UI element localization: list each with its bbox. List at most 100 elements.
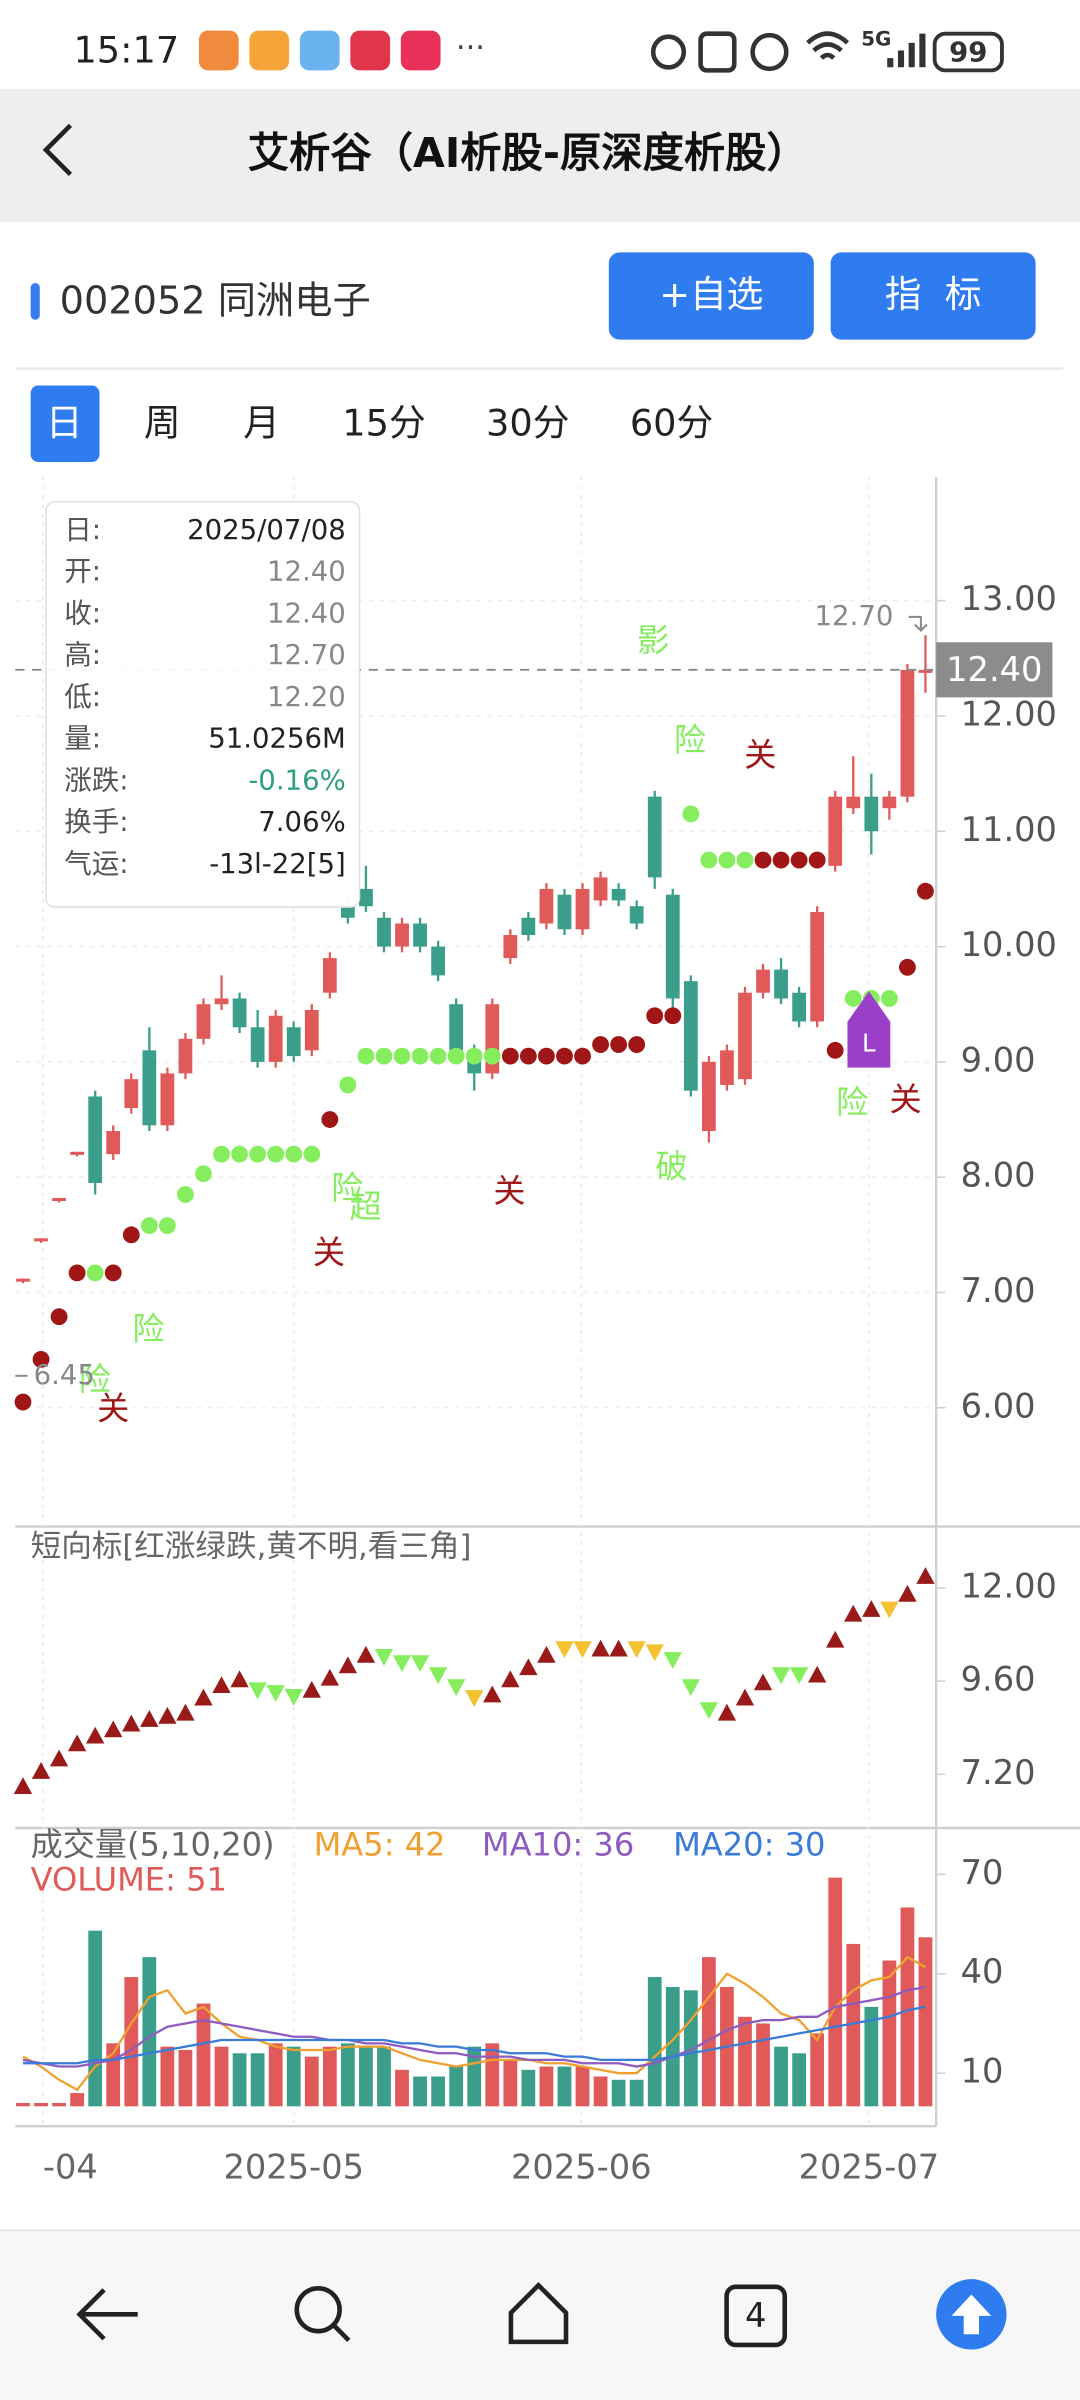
period-tab[interactable]: 60分 <box>630 402 713 445</box>
ma-line <box>22 1985 926 2068</box>
legend-label: MA5: 42 <box>314 1825 446 1863</box>
y-tick-label: 12.00 <box>961 694 1057 733</box>
signal-dot <box>646 1007 664 1025</box>
volume-bar <box>322 2046 337 2107</box>
trend-triangle <box>446 1679 466 1697</box>
y-tick-label: 70 <box>961 1853 1004 1892</box>
candle-body <box>629 906 644 924</box>
signal-dot <box>267 1145 285 1163</box>
signal-label: 险 <box>79 1360 111 1398</box>
trend-triangle <box>13 1777 33 1795</box>
wifi-icon <box>806 31 850 60</box>
candle-body <box>665 894 680 999</box>
signal-dot <box>122 1226 140 1244</box>
info-label: 低: <box>64 681 101 713</box>
info-label: 涨跌: <box>64 764 128 796</box>
signal-dot <box>826 1041 844 1059</box>
candle-body <box>232 998 247 1028</box>
signal-dot <box>899 958 916 976</box>
volume-bar <box>34 2102 48 2107</box>
signal-label: 险 <box>132 1310 164 1348</box>
info-value: 51.0256M <box>208 723 346 755</box>
battery-icon <box>932 31 1004 73</box>
period-tab[interactable]: 月 <box>243 402 280 445</box>
trend-triangle <box>320 1668 340 1686</box>
signal-dot <box>465 1047 483 1065</box>
app-icon <box>400 30 441 71</box>
volume-bar <box>268 2043 283 2107</box>
volume-bar <box>52 2102 66 2107</box>
y-tick-label: 6.00 <box>961 1386 1036 1425</box>
trend-triangle <box>31 1762 51 1779</box>
signal-dot <box>447 1047 465 1065</box>
candle-body <box>449 1004 464 1051</box>
signal-dot <box>718 851 736 869</box>
candle-body <box>557 894 572 930</box>
add-watchlist-label[interactable]: +自选 <box>659 273 763 316</box>
x-tick-label: 2025-07 <box>799 2148 940 2187</box>
trend-triangle <box>916 1567 935 1584</box>
x-tick-label: 2025-05 <box>223 2148 364 2187</box>
signal-dot <box>917 882 934 900</box>
volume-bar <box>918 1937 933 2107</box>
candle-body <box>250 1027 265 1062</box>
x-tick-label: 2025-06 <box>511 2148 652 2187</box>
period-tab[interactable]: 15分 <box>342 402 425 445</box>
info-label: 高: <box>64 639 101 671</box>
volume-bar <box>557 2066 572 2107</box>
l-marker-label: L <box>862 1029 876 1058</box>
volume-bar <box>413 2076 427 2107</box>
trend-triangle <box>266 1685 285 1702</box>
trend-triangle <box>717 1703 737 1721</box>
signal-label: 超 <box>350 1187 382 1225</box>
period-tab[interactable]: 30分 <box>486 402 569 445</box>
indicator-button[interactable] <box>830 252 1036 340</box>
trend-triangle <box>483 1685 502 1703</box>
trend-triangle <box>573 1641 592 1659</box>
back-button[interactable] <box>42 123 73 177</box>
nav-tabs[interactable] <box>724 2284 788 2348</box>
clock: 15:17 <box>73 29 179 72</box>
panel-title: 成交量(5,10,20) <box>31 1825 275 1863</box>
volume-bar <box>214 2046 229 2107</box>
info-label: 气运: <box>64 848 128 880</box>
signal-label: 关 <box>493 1172 525 1210</box>
signal-icon <box>887 33 926 68</box>
signal-dot <box>574 1047 591 1065</box>
tab-selected[interactable] <box>30 385 100 462</box>
candle-body <box>864 796 879 832</box>
volume-bar <box>701 1957 716 2107</box>
trend-triangle <box>465 1690 484 1707</box>
candle-body <box>828 796 843 866</box>
high-mark <box>908 615 928 633</box>
volume-bar <box>142 1957 157 2107</box>
candle-body <box>377 917 391 947</box>
add-watchlist-button[interactable] <box>608 252 814 340</box>
candle-body <box>359 888 373 907</box>
nav-back[interactable] <box>76 2288 138 2341</box>
trend-triangle <box>176 1703 195 1721</box>
period-tab[interactable]: 周 <box>144 402 181 445</box>
period-tab[interactable]: 日 <box>46 402 83 445</box>
y-tick-label: 12.00 <box>961 1566 1057 1605</box>
last-price-label: 12.40 <box>946 650 1042 689</box>
signal-dot <box>158 1217 176 1235</box>
signal-dot <box>682 805 700 823</box>
signal-label: 关 <box>313 1233 345 1271</box>
trend-triangle <box>140 1709 159 1727</box>
trend-triangle <box>158 1706 177 1724</box>
nav-search[interactable] <box>294 2286 342 2334</box>
legend-label: MA10: 36 <box>482 1825 634 1863</box>
y-tick-label: 10 <box>961 2052 1004 2091</box>
indicator-label[interactable]: 指 标 <box>885 273 982 316</box>
trend-triangle <box>519 1658 538 1676</box>
nfc-icon <box>698 31 737 73</box>
volume-bar <box>250 2053 265 2107</box>
stock-accent <box>30 282 40 320</box>
signal-dot <box>538 1047 555 1065</box>
nav-home[interactable] <box>508 2282 569 2345</box>
signal-dot <box>375 1047 393 1065</box>
y-tick-label: 7.20 <box>961 1753 1036 1792</box>
signal-label: 险 <box>836 1083 868 1121</box>
